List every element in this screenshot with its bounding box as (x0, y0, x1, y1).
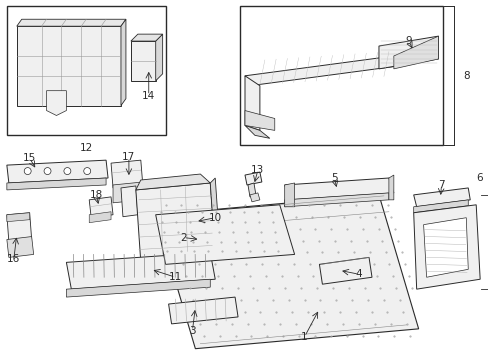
Polygon shape (7, 213, 32, 242)
Circle shape (64, 168, 71, 175)
Text: 9: 9 (405, 36, 412, 46)
Polygon shape (245, 111, 275, 130)
Polygon shape (245, 172, 262, 185)
Polygon shape (156, 205, 294, 264)
Polygon shape (414, 200, 468, 213)
Polygon shape (210, 178, 220, 255)
Text: 12: 12 (79, 143, 93, 153)
Polygon shape (17, 26, 121, 105)
Polygon shape (169, 297, 238, 324)
Polygon shape (111, 160, 143, 188)
Polygon shape (414, 188, 470, 207)
Polygon shape (240, 6, 443, 145)
Circle shape (44, 168, 51, 175)
Polygon shape (245, 125, 270, 138)
Polygon shape (245, 76, 260, 130)
Polygon shape (319, 257, 372, 284)
Polygon shape (121, 19, 126, 105)
Polygon shape (414, 205, 480, 289)
Polygon shape (121, 186, 138, 217)
Text: 13: 13 (251, 165, 265, 175)
Polygon shape (89, 197, 113, 218)
Polygon shape (66, 279, 210, 297)
Text: 1: 1 (301, 332, 308, 342)
Polygon shape (131, 41, 156, 81)
Text: 3: 3 (189, 326, 196, 336)
Polygon shape (7, 160, 108, 183)
Polygon shape (394, 36, 439, 69)
Polygon shape (245, 56, 399, 86)
Polygon shape (379, 36, 439, 69)
Text: 2: 2 (180, 233, 187, 243)
Polygon shape (285, 178, 394, 200)
Text: 11: 11 (169, 272, 182, 282)
Polygon shape (7, 178, 106, 190)
Polygon shape (47, 91, 66, 116)
Polygon shape (248, 183, 256, 197)
Polygon shape (7, 6, 166, 135)
Text: 8: 8 (463, 71, 469, 81)
Polygon shape (136, 183, 215, 262)
Text: 4: 4 (356, 269, 363, 279)
Polygon shape (250, 193, 260, 202)
Polygon shape (389, 175, 394, 200)
Text: 18: 18 (90, 190, 103, 200)
Polygon shape (285, 183, 294, 207)
Circle shape (84, 168, 91, 175)
Polygon shape (113, 182, 143, 203)
Polygon shape (156, 34, 163, 81)
Text: 14: 14 (142, 91, 155, 101)
Text: 6: 6 (476, 173, 483, 183)
Text: 10: 10 (209, 213, 222, 223)
Text: 7: 7 (438, 180, 445, 190)
Polygon shape (7, 213, 30, 222)
Polygon shape (285, 193, 389, 207)
Polygon shape (131, 34, 163, 41)
Text: 16: 16 (7, 255, 21, 264)
Polygon shape (66, 252, 215, 289)
Text: 15: 15 (23, 153, 36, 163)
Polygon shape (136, 174, 210, 190)
Polygon shape (89, 212, 111, 223)
Polygon shape (7, 237, 34, 257)
Circle shape (24, 168, 31, 175)
Polygon shape (156, 195, 418, 349)
Text: 5: 5 (331, 173, 338, 183)
Text: 17: 17 (122, 152, 136, 162)
Polygon shape (424, 218, 468, 277)
Polygon shape (17, 19, 126, 26)
